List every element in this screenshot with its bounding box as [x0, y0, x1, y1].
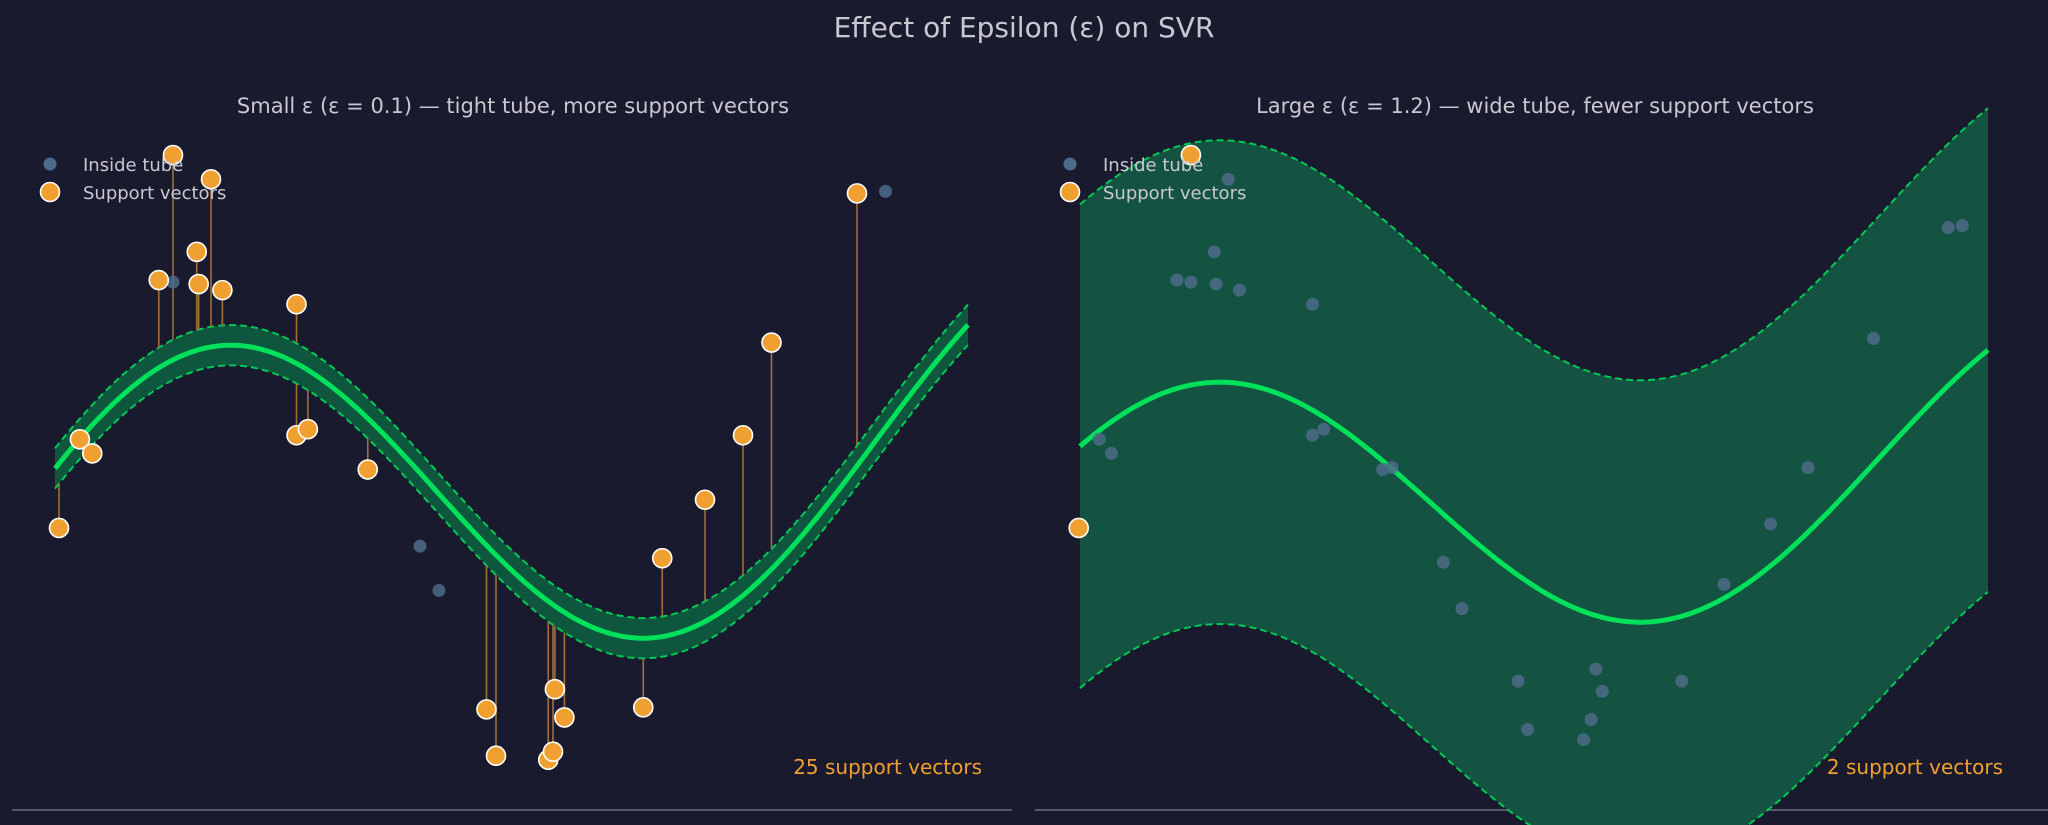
- inside-tube-point: [1764, 517, 1778, 531]
- panel-large-epsilon: Large ε (ε = 1.2) — wide tube, fewer sup…: [1035, 94, 2048, 825]
- inside-tube-point: [1577, 733, 1591, 747]
- inside-tube-point: [1305, 428, 1319, 442]
- legend-support-marker: [1059, 181, 1081, 203]
- inside-tube-point: [1436, 555, 1450, 569]
- inside-tube-point: [879, 184, 892, 198]
- support-vector-point: [188, 273, 209, 295]
- inside-tube-point: [1675, 674, 1689, 688]
- inside-tube-point: [1184, 275, 1198, 289]
- inside-tube-point: [1511, 674, 1525, 688]
- support-vector-point: [81, 443, 103, 464]
- inside-tube-point: [1595, 684, 1609, 698]
- inside-tube-point: [1317, 422, 1331, 436]
- inside-tube-point: [1955, 219, 1969, 233]
- support-vector-point: [186, 241, 208, 263]
- tube-lower-edge: [54, 344, 969, 660]
- support-vector-point: [761, 332, 782, 353]
- subplot-title: Large ε (ε = 1.2) — wide tube, fewer sup…: [1256, 94, 1814, 118]
- inside-tube-point: [1455, 602, 1469, 616]
- inside-tube-point: [413, 539, 427, 553]
- inside-tube-point: [1385, 461, 1399, 474]
- support-vector-point: [162, 144, 184, 166]
- support-vector-point: [212, 279, 233, 301]
- support-vector-point: [544, 678, 566, 700]
- legend-inside-marker: [43, 157, 57, 171]
- inside-tube-point: [1521, 723, 1534, 737]
- inside-tube-point: [1170, 273, 1184, 287]
- support-vector-point: [694, 489, 716, 511]
- inside-tube-point: [1866, 332, 1880, 345]
- legend-inside-label: Inside tube: [1103, 155, 1203, 176]
- inside-tube-point: [166, 275, 180, 289]
- inside-tube-point: [1801, 461, 1815, 474]
- svr-curve: [53, 323, 970, 641]
- support-vector-point: [485, 745, 507, 767]
- support-vector-point: [1068, 517, 1089, 539]
- legend-inside-marker: [1063, 157, 1077, 171]
- support-vector-point: [357, 459, 379, 480]
- support-vector-count: 2 support vectors: [1827, 755, 2003, 779]
- support-vector-point: [200, 168, 222, 190]
- subplot-title: Small ε (ε = 0.1) — tight tube, more sup…: [237, 94, 789, 118]
- legend-inside-label: Inside tube: [83, 155, 183, 176]
- inside-tube-point: [1209, 277, 1223, 291]
- inside-tube-point: [1221, 172, 1235, 186]
- support-vector-point: [48, 517, 70, 539]
- epsilon-tube: [1080, 108, 1988, 825]
- inside-tube-point: [1584, 712, 1598, 726]
- support-vector-point: [148, 269, 170, 291]
- legend-support-label: Support vectors: [1103, 183, 1246, 204]
- support-vector-point: [632, 697, 654, 718]
- support-vector-count: 25 support vectors: [793, 755, 982, 779]
- inside-tube-point: [1717, 577, 1731, 591]
- support-vector-point: [476, 699, 497, 720]
- legend-support-label: Support vectors: [83, 183, 226, 204]
- svr-curve: [1078, 348, 1990, 625]
- legend-support-marker: [39, 181, 61, 203]
- inside-tube-point: [1941, 221, 1955, 235]
- inside-tube-point: [1092, 432, 1106, 446]
- inside-tube-point: [432, 583, 446, 597]
- support-vector-point: [651, 547, 673, 569]
- support-vector-point: [69, 428, 91, 450]
- tube-upper-edge: [54, 303, 969, 620]
- inside-tube-point: [1207, 245, 1221, 259]
- inside-tube-point: [1589, 662, 1603, 676]
- panel-small-epsilon: Small ε (ε = 0.1) — tight tube, more sup…: [12, 94, 1012, 811]
- epsilon-tube: [55, 304, 968, 659]
- inside-tube-point: [1305, 297, 1319, 311]
- support-vector-point: [286, 293, 307, 315]
- tube-lower-edge: [1079, 591, 1989, 825]
- support-vector-point: [846, 183, 868, 204]
- inside-tube-point: [1233, 283, 1247, 297]
- support-vector-point: [542, 741, 564, 763]
- inside-tube-point: [1104, 446, 1118, 460]
- support-vector-point: [297, 418, 319, 440]
- support-vector-point: [732, 424, 754, 446]
- figure-title: Effect of Epsilon (ε) on SVR: [834, 11, 1215, 44]
- support-vector-point: [554, 707, 575, 728]
- support-vector-point: [1180, 144, 1202, 166]
- tube-upper-edge: [1079, 107, 1989, 382]
